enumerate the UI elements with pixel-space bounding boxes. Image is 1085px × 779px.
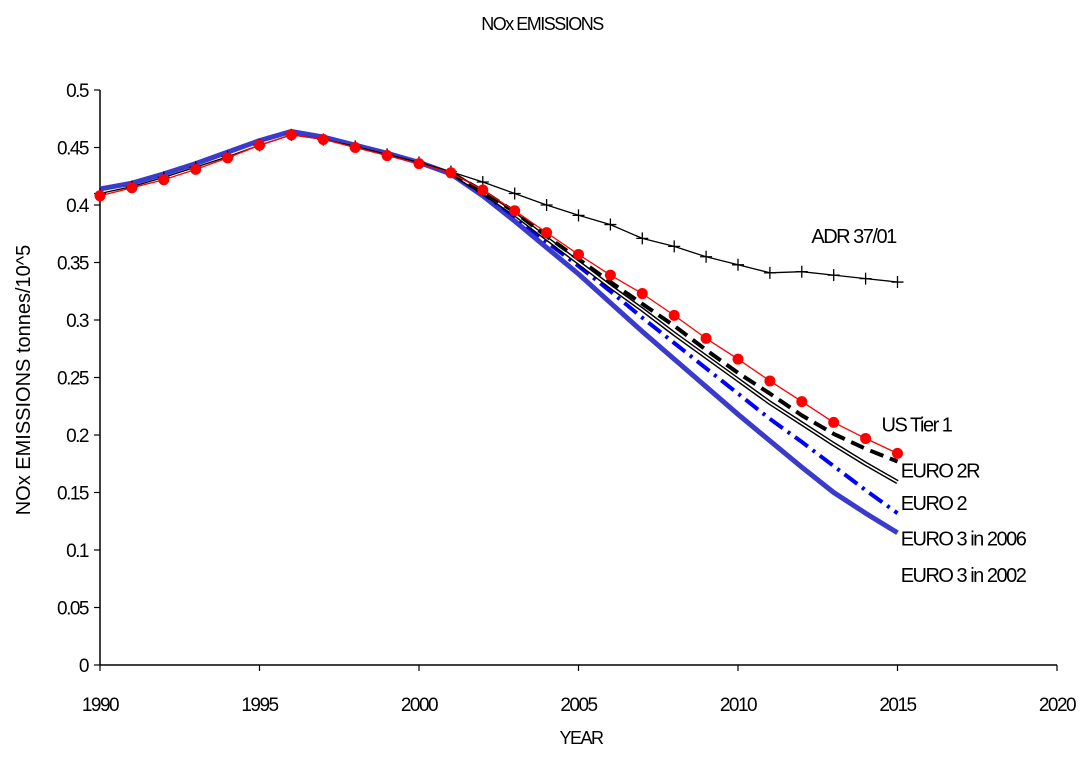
series-annotation: EURO 2R bbox=[901, 461, 980, 483]
y-tick-label: 0.1 bbox=[66, 541, 89, 562]
series-line-euro-3-in-2002 bbox=[99, 128, 899, 535]
point-us-tier-1 bbox=[413, 158, 425, 170]
series-us-tier-1 bbox=[94, 129, 903, 459]
point-us-tier-1 bbox=[317, 133, 329, 145]
point-us-tier-1 bbox=[381, 150, 393, 162]
series-annotation: EURO 3 in 2002 bbox=[901, 565, 1027, 587]
series-line-euro-2r bbox=[449, 171, 899, 464]
x-tick-label: 2005 bbox=[560, 695, 597, 716]
point-adr-37-01 bbox=[668, 240, 681, 253]
x-tick-label: 2000 bbox=[401, 695, 438, 716]
point-us-tier-1 bbox=[158, 174, 170, 186]
y-tick-label: 0.3 bbox=[66, 311, 89, 332]
point-us-tier-1 bbox=[636, 288, 648, 300]
series-euro-3-in-2002 bbox=[99, 128, 899, 535]
point-adr-37-01 bbox=[732, 258, 744, 271]
y-tick-label: 0.4 bbox=[66, 196, 90, 217]
x-axis-label: YEAR bbox=[559, 728, 604, 748]
series-euro-3-in-2006 bbox=[449, 171, 899, 515]
series-annotation: ADR 37/01 bbox=[811, 226, 897, 248]
point-adr-37-01 bbox=[604, 218, 617, 231]
point-us-tier-1 bbox=[573, 248, 584, 260]
point-us-tier-1 bbox=[190, 163, 202, 175]
point-adr-37-01 bbox=[700, 250, 713, 263]
point-adr-37-01 bbox=[891, 276, 904, 289]
series-euro-2 bbox=[449, 170, 899, 485]
axes: 0 0.05 0.1 0.15 0.2 0.25 0.3 0.35 0.4 0.45 0.5 1990… bbox=[57, 81, 1078, 716]
point-us-tier-1 bbox=[668, 309, 680, 321]
point-adr-37-01 bbox=[636, 232, 649, 245]
series-layer bbox=[94, 128, 904, 535]
y-tick-label: 0.25 bbox=[57, 369, 89, 390]
series-line-adr-37-01 bbox=[99, 134, 898, 283]
point-us-tier-1 bbox=[860, 432, 872, 444]
x-tick-label: 2020 bbox=[1039, 695, 1076, 716]
x-tick-label: 2010 bbox=[720, 695, 757, 716]
point-us-tier-1 bbox=[349, 142, 361, 153]
point-us-tier-1 bbox=[94, 190, 106, 202]
series-line-euro-2 bbox=[449, 170, 899, 485]
chart-title: NOx EMISSIONS bbox=[481, 14, 604, 34]
point-us-tier-1 bbox=[828, 416, 840, 428]
y-tick-label: 0.45 bbox=[57, 139, 89, 160]
point-us-tier-1 bbox=[477, 184, 489, 196]
y-tick-label: 0.35 bbox=[57, 254, 89, 275]
point-adr-37-01 bbox=[540, 199, 553, 211]
point-us-tier-1 bbox=[509, 205, 521, 217]
series-annotation: EURO 2 bbox=[901, 493, 968, 515]
point-adr-37-01 bbox=[859, 272, 872, 285]
point-us-tier-1 bbox=[764, 375, 776, 387]
point-adr-37-01 bbox=[572, 209, 585, 222]
y-tick-label: 0.2 bbox=[66, 426, 89, 447]
series-annotation: EURO 3 in 2006 bbox=[901, 528, 1027, 550]
point-us-tier-1 bbox=[126, 182, 138, 194]
point-adr-37-01 bbox=[827, 269, 840, 282]
x-tick-label: 1990 bbox=[82, 695, 119, 716]
point-us-tier-1 bbox=[700, 332, 712, 344]
point-us-tier-1 bbox=[732, 353, 744, 365]
y-tick-label: 0.5 bbox=[66, 81, 89, 102]
y-tick-label: 0 bbox=[79, 656, 89, 677]
point-us-tier-1 bbox=[796, 396, 808, 408]
series-line-euro-3-in-2006 bbox=[449, 171, 899, 515]
point-us-tier-1 bbox=[541, 227, 553, 239]
series-line-us-tier-1 bbox=[99, 134, 898, 454]
point-us-tier-1 bbox=[892, 447, 903, 459]
x-tick-label: 1995 bbox=[241, 695, 278, 716]
series-annotation: US Tier 1 bbox=[882, 415, 953, 437]
point-adr-37-01 bbox=[795, 265, 808, 278]
series-euro-2r bbox=[449, 171, 899, 464]
y-tick-label: 0.05 bbox=[57, 599, 89, 620]
point-us-tier-1 bbox=[445, 167, 457, 179]
point-us-tier-1 bbox=[285, 129, 297, 141]
annotation-layer: ADR 37/01 US Tier 1 EURO 2R EURO 2 EURO 3 in… bbox=[811, 226, 1028, 587]
x-tick-label: 2015 bbox=[879, 695, 916, 716]
point-us-tier-1 bbox=[254, 139, 265, 151]
point-us-tier-1 bbox=[222, 152, 234, 164]
y-tick-label: 0.15 bbox=[57, 484, 89, 505]
point-adr-37-01 bbox=[508, 187, 521, 200]
y-axis-label: NOx EMISSIONS tonnes/10^5 bbox=[13, 245, 35, 516]
point-us-tier-1 bbox=[604, 269, 616, 281]
point-adr-37-01 bbox=[763, 266, 776, 279]
